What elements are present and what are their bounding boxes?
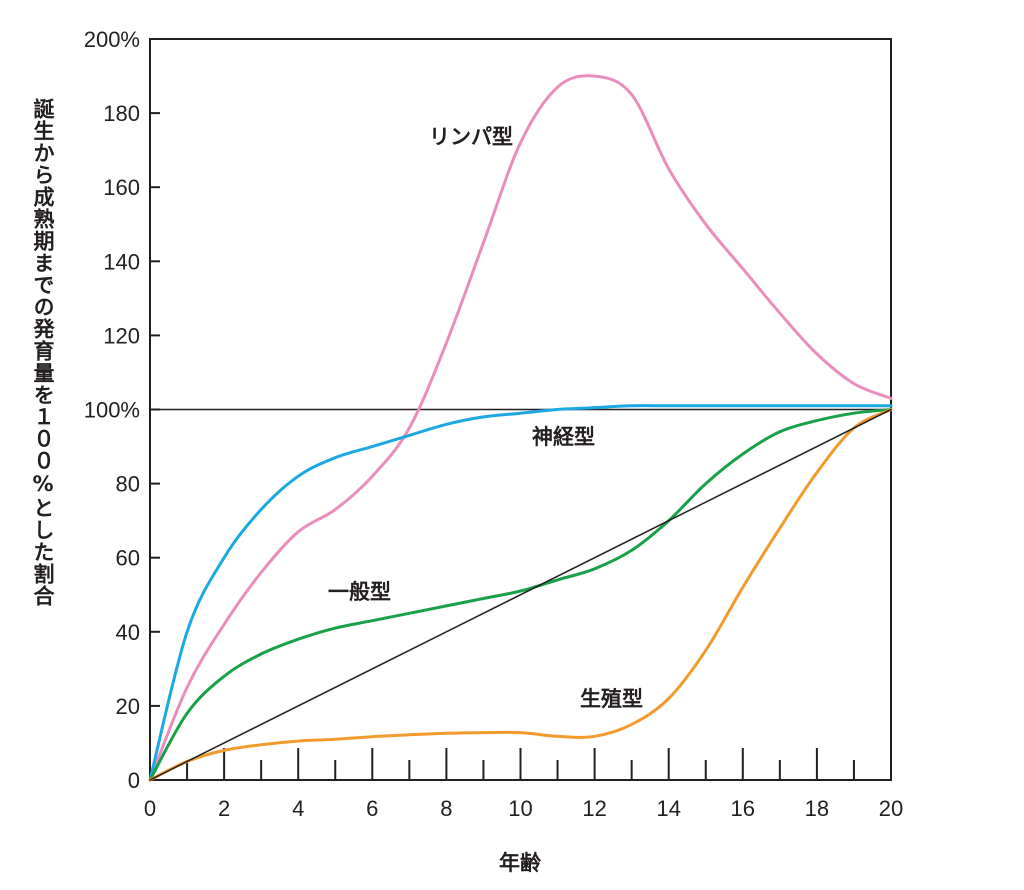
x-tick-label: 10 [508,796,532,821]
y-tick-label: 60 [116,546,140,571]
y-tick-label: 180 [103,101,140,126]
x-tick-label: 6 [366,796,378,821]
y-tick-label: 40 [116,620,140,645]
y-tick-label: 80 [116,472,140,497]
y-tick-label: 160 [103,175,140,200]
series-label-general: 一般型 [328,580,391,604]
x-tick-label: 4 [292,796,304,821]
x-tick-label: 12 [582,796,606,821]
line-general [148,408,893,782]
line-neural [148,404,893,782]
line-lymph [148,74,893,782]
line-reproductive [148,408,893,782]
x-tick-label: 0 [144,796,156,821]
series-label-lymph: リンパ型 [429,125,513,149]
series-label-neural: 神経型 [532,425,595,449]
x-tick-label: 2 [218,796,230,821]
y-axis-ticks: 0 20 40 60 80 100% 120 140 160 180 200% [84,27,160,793]
y-axis-title: 誕生から成熟期までの発育量を１００%とした割合 [31,98,55,607]
x-axis-ticks: 0 2 4 6 8 10 12 14 16 18 20 [144,748,903,821]
series-lines [148,74,893,782]
x-tick-label: 14 [656,796,680,821]
y-tick-label: 20 [116,694,140,719]
x-axis-title: 年齢 [499,851,542,875]
y-tick-label: 140 [103,249,140,274]
y-tick-label: 120 [103,323,140,348]
series-label-reproductive: 生殖型 [580,687,643,711]
y-tick-label: 200% [84,27,140,52]
line-linear-reference [149,408,892,781]
x-tick-label: 18 [805,796,829,821]
y-tick-label: 100% [84,398,140,423]
x-tick-label: 20 [879,796,903,821]
x-tick-label: 8 [440,796,452,821]
x-tick-label: 16 [731,796,755,821]
y-tick-label: 0 [128,768,140,793]
